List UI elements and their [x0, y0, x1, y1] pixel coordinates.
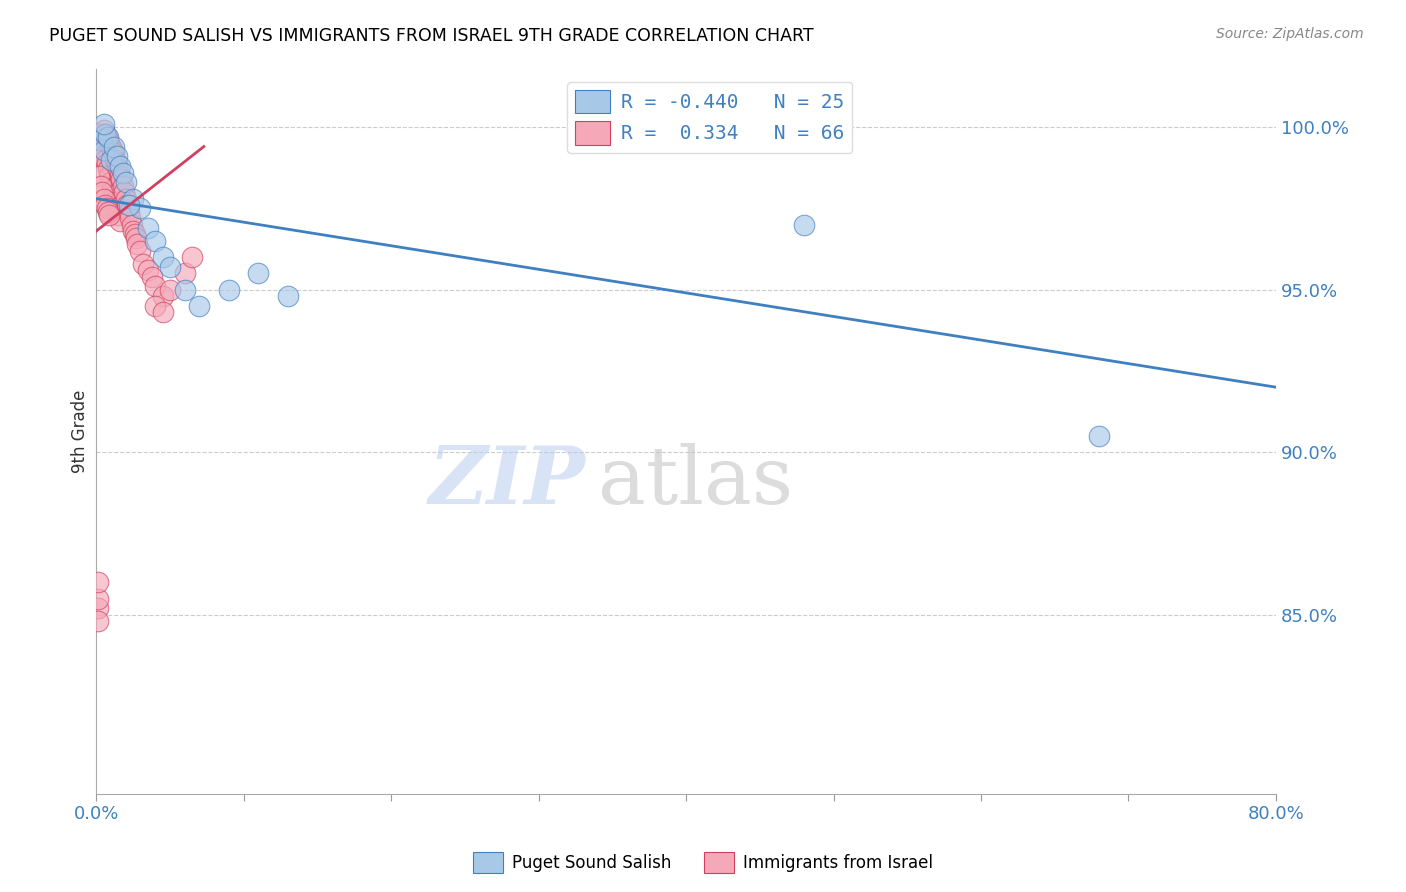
- Point: [105, 202, 128, 216]
- Text: atlas: atlas: [598, 442, 793, 521]
- Point: [90, 143, 112, 157]
- Point: [108, 169, 131, 183]
- Point: [103, 139, 125, 153]
- Point: [94, 153, 117, 167]
- Point: [100, 139, 122, 153]
- Point: [152, 250, 174, 264]
- Point: [136, 263, 159, 277]
- Point: [122, 224, 145, 238]
- Point: [111, 178, 134, 193]
- Point: [141, 269, 163, 284]
- Point: [86, 127, 108, 141]
- Point: [103, 146, 125, 161]
- Point: [89, 127, 111, 141]
- Text: Source: ZipAtlas.com: Source: ZipAtlas.com: [1216, 27, 1364, 41]
- Point: [103, 188, 125, 202]
- Point: [91, 129, 114, 144]
- Point: [152, 289, 174, 303]
- Point: [97, 162, 120, 177]
- Point: [120, 211, 142, 226]
- Point: [124, 227, 146, 242]
- Point: [90, 178, 112, 193]
- Point: [143, 234, 166, 248]
- Point: [96, 202, 118, 216]
- Point: [93, 117, 115, 131]
- Point: [159, 260, 181, 274]
- Point: [89, 169, 111, 183]
- Point: [105, 149, 128, 163]
- Point: [117, 204, 139, 219]
- Point: [100, 175, 122, 189]
- Point: [91, 139, 114, 153]
- Point: [93, 192, 115, 206]
- Point: [122, 192, 145, 206]
- Point: [115, 198, 138, 212]
- Point: [121, 218, 143, 232]
- Point: [127, 237, 149, 252]
- Point: [107, 208, 129, 222]
- Point: [114, 192, 136, 206]
- Point: [93, 123, 115, 137]
- Point: [159, 283, 181, 297]
- Point: [104, 194, 127, 209]
- Point: [86, 615, 108, 629]
- Point: [108, 159, 131, 173]
- Point: [100, 153, 122, 167]
- Point: [94, 198, 117, 212]
- Point: [173, 266, 195, 280]
- Point: [107, 162, 129, 177]
- Point: [129, 202, 152, 216]
- Point: [111, 165, 134, 179]
- Point: [247, 266, 270, 280]
- Point: [91, 185, 114, 199]
- Point: [96, 156, 118, 170]
- Point: [114, 175, 136, 189]
- Point: [132, 257, 155, 271]
- Point: [143, 299, 166, 313]
- Point: [98, 208, 121, 222]
- Point: [110, 172, 132, 186]
- Legend: Puget Sound Salish, Immigrants from Israel: Puget Sound Salish, Immigrants from Isra…: [467, 846, 939, 880]
- Text: PUGET SOUND SALISH VS IMMIGRANTS FROM ISRAEL 9TH GRADE CORRELATION CHART: PUGET SOUND SALISH VS IMMIGRANTS FROM IS…: [49, 27, 814, 45]
- Point: [89, 136, 111, 151]
- Point: [97, 129, 120, 144]
- Legend: R = -0.440   N = 25, R =  0.334   N = 66: R = -0.440 N = 25, R = 0.334 N = 66: [567, 82, 852, 153]
- Point: [97, 133, 120, 147]
- Point: [101, 182, 124, 196]
- Point: [98, 169, 121, 183]
- Text: ZIP: ZIP: [429, 443, 586, 521]
- Point: [94, 127, 117, 141]
- Point: [86, 591, 108, 606]
- Point: [90, 133, 112, 147]
- Point: [1088, 429, 1111, 443]
- Point: [86, 575, 108, 590]
- Point: [93, 149, 115, 163]
- Point: [104, 153, 127, 167]
- Point: [101, 143, 124, 157]
- Point: [152, 305, 174, 319]
- Point: [117, 198, 139, 212]
- Point: [94, 127, 117, 141]
- Point: [173, 283, 195, 297]
- Point: [93, 143, 115, 157]
- Point: [97, 204, 120, 219]
- Point: [129, 244, 152, 258]
- Point: [277, 289, 299, 303]
- Point: [188, 299, 211, 313]
- Point: [98, 136, 121, 151]
- Y-axis label: 9th Grade: 9th Grade: [72, 390, 89, 473]
- Point: [86, 601, 108, 615]
- Point: [181, 250, 204, 264]
- Point: [793, 218, 815, 232]
- Point: [218, 283, 240, 297]
- Point: [90, 133, 112, 147]
- Point: [112, 185, 135, 199]
- Point: [108, 214, 131, 228]
- Point: [143, 279, 166, 293]
- Point: [125, 230, 148, 244]
- Point: [96, 129, 118, 144]
- Point: [136, 220, 159, 235]
- Point: [105, 156, 128, 170]
